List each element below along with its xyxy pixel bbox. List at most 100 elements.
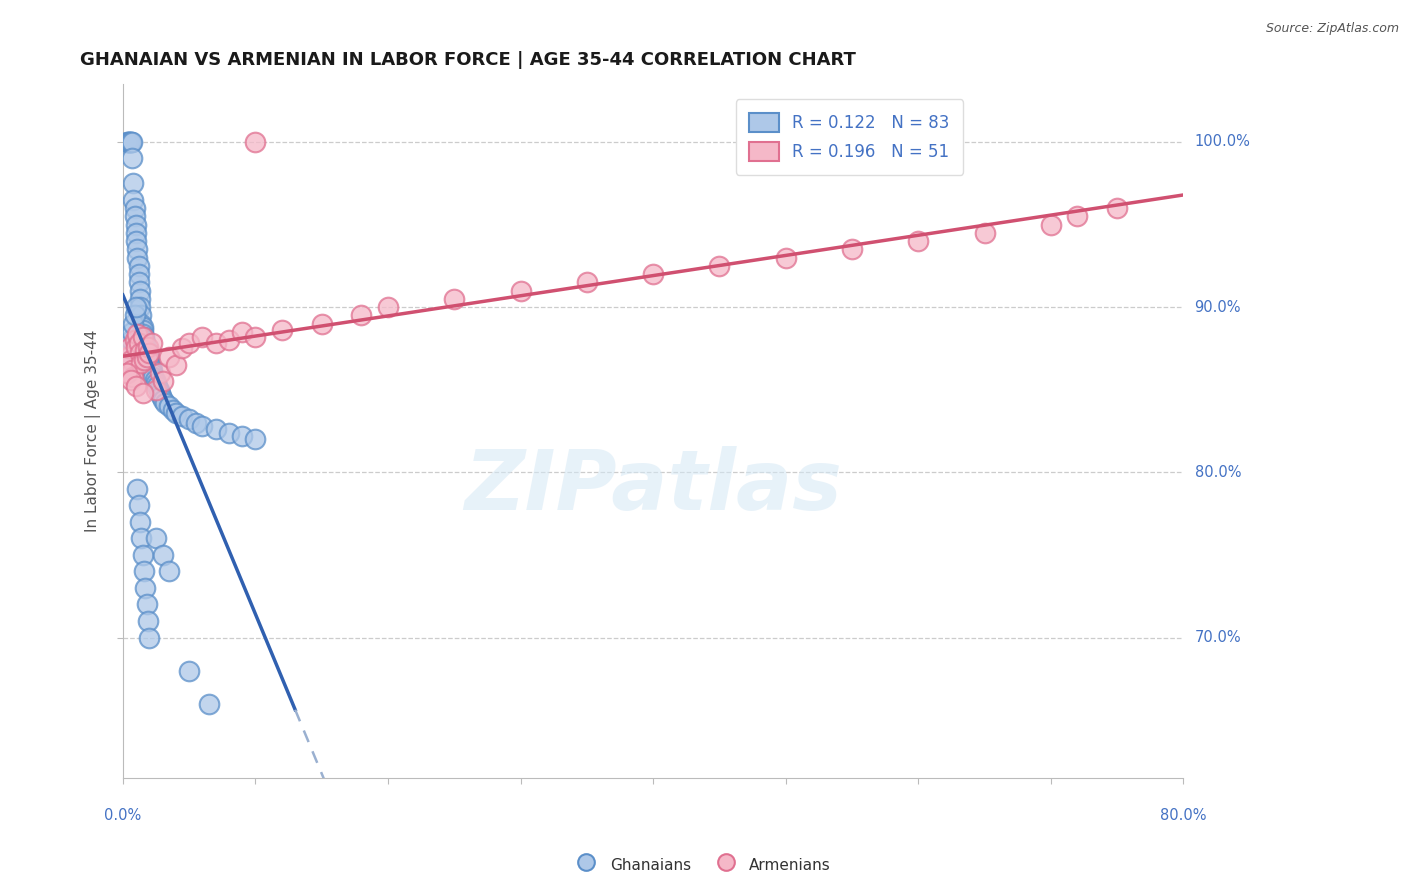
- Point: [179, 412, 201, 426]
- Point: [231, 429, 253, 443]
- Point: [121, 363, 143, 377]
- Point: [377, 300, 399, 314]
- Point: [152, 375, 174, 389]
- Point: [132, 330, 155, 344]
- Point: [132, 386, 155, 401]
- Point: [136, 340, 159, 354]
- Point: [150, 389, 173, 403]
- Point: [973, 226, 995, 240]
- Point: [145, 383, 167, 397]
- Point: [1066, 209, 1088, 223]
- Point: [1107, 201, 1129, 215]
- Point: [146, 379, 169, 393]
- Point: [157, 399, 180, 413]
- Point: [120, 373, 142, 387]
- Point: [120, 333, 142, 347]
- Point: [125, 340, 148, 354]
- Legend: R = 0.122   N = 83, R = 0.196   N = 51: R = 0.122 N = 83, R = 0.196 N = 51: [735, 99, 963, 175]
- Point: [245, 135, 267, 149]
- Text: 0.0%: 0.0%: [104, 808, 142, 823]
- Text: 90.0%: 90.0%: [1195, 300, 1241, 315]
- Point: [148, 383, 170, 397]
- Point: [139, 359, 162, 374]
- Point: [131, 356, 153, 370]
- Point: [135, 343, 157, 357]
- Point: [152, 392, 174, 407]
- Point: [172, 342, 194, 356]
- Text: ZIPatlas: ZIPatlas: [464, 446, 842, 527]
- Point: [132, 333, 155, 347]
- Point: [149, 366, 172, 380]
- Point: [231, 325, 253, 339]
- Point: [1039, 218, 1062, 232]
- Point: [191, 419, 214, 434]
- Point: [125, 379, 148, 393]
- Point: [128, 336, 150, 351]
- Point: [152, 548, 174, 562]
- Point: [134, 336, 156, 351]
- Point: [162, 402, 184, 417]
- Point: [131, 309, 153, 323]
- Point: [129, 346, 152, 360]
- Point: [179, 664, 201, 678]
- Point: [443, 292, 465, 306]
- Point: [131, 532, 153, 546]
- Point: [129, 292, 152, 306]
- Point: [128, 267, 150, 281]
- Point: [143, 373, 166, 387]
- Point: [129, 300, 152, 314]
- Point: [141, 363, 163, 377]
- Point: [218, 333, 240, 347]
- Point: [172, 409, 194, 424]
- Point: [127, 482, 149, 496]
- Point: [134, 340, 156, 354]
- Point: [184, 416, 207, 430]
- Point: [191, 330, 214, 344]
- Point: [122, 176, 145, 190]
- Point: [245, 432, 267, 446]
- Point: [125, 226, 148, 240]
- Point: [155, 396, 177, 410]
- Point: [145, 532, 167, 546]
- Point: [124, 309, 146, 323]
- Point: [165, 358, 187, 372]
- Point: [127, 251, 149, 265]
- Point: [138, 353, 160, 368]
- Point: [907, 234, 929, 248]
- Point: [124, 333, 146, 347]
- Point: [124, 209, 146, 223]
- Point: [132, 320, 155, 334]
- Text: GHANAIAN VS ARMENIAN IN LABOR FORCE | AGE 35-44 CORRELATION CHART: GHANAIAN VS ARMENIAN IN LABOR FORCE | AG…: [80, 51, 856, 69]
- Legend: Ghanaians, Armenians: Ghanaians, Armenians: [569, 849, 837, 880]
- Point: [131, 317, 153, 331]
- Point: [132, 323, 155, 337]
- Point: [132, 548, 155, 562]
- Point: [125, 218, 148, 232]
- Point: [122, 317, 145, 331]
- Point: [121, 325, 143, 339]
- Point: [350, 309, 373, 323]
- Point: [142, 369, 165, 384]
- Point: [271, 323, 294, 337]
- Point: [132, 326, 155, 341]
- Text: Source: ZipAtlas.com: Source: ZipAtlas.com: [1265, 22, 1399, 36]
- Point: [509, 284, 531, 298]
- Point: [117, 350, 139, 364]
- Point: [120, 353, 142, 368]
- Point: [120, 135, 142, 149]
- Point: [121, 152, 143, 166]
- Point: [135, 350, 157, 364]
- Point: [115, 366, 138, 380]
- Point: [134, 343, 156, 357]
- Point: [575, 276, 598, 290]
- Point: [775, 251, 797, 265]
- Point: [204, 422, 226, 436]
- Point: [117, 350, 139, 364]
- Point: [179, 336, 201, 351]
- Point: [115, 135, 138, 149]
- Point: [165, 406, 187, 420]
- Point: [245, 330, 267, 344]
- Point: [157, 350, 180, 364]
- Point: [643, 267, 665, 281]
- Point: [125, 300, 148, 314]
